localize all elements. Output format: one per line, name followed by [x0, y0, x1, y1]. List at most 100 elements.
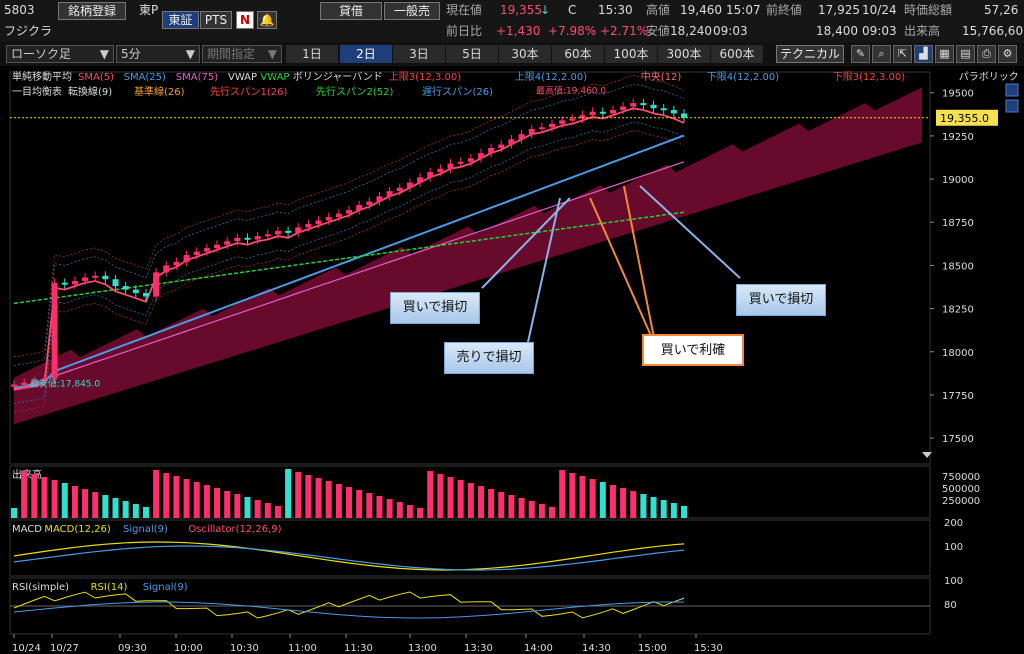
macd-tick-0: 200	[944, 518, 963, 529]
legend-row1-12: パラボリック	[959, 71, 1019, 83]
candle-body-45	[467, 158, 474, 162]
candle-body-24	[254, 236, 261, 240]
volume-bar-14	[153, 470, 160, 518]
candle-body-65	[670, 109, 677, 114]
volume-bar-58	[599, 482, 606, 518]
volume-bar-49	[508, 495, 515, 518]
volume-bar-13	[142, 507, 149, 518]
current-price-box	[936, 109, 998, 126]
legend-row1-7: 上限3(12,3.00)	[389, 71, 461, 83]
volume-bar-56	[579, 476, 586, 518]
tab-2[interactable]: 2日	[340, 45, 392, 63]
interval-select[interactable]: 5分 ▼	[116, 45, 200, 63]
candle-body-48	[498, 144, 505, 148]
rsi-signal-line	[13, 601, 685, 619]
register-button[interactable]: 銘柄登録	[58, 2, 126, 20]
high-label: 高値	[646, 3, 671, 17]
candle-body-54	[559, 120, 566, 124]
candle-body-60	[620, 106, 627, 110]
candle-body-32	[335, 213, 342, 218]
x-tick-label-10: 14:30	[582, 643, 611, 654]
macd-label-0: MACD	[12, 524, 42, 535]
volume-bar-12	[132, 504, 139, 518]
tab-9[interactable]: 600本	[711, 45, 763, 63]
volume-bar-6	[71, 486, 78, 518]
alert-bell-icon[interactable]: 🔔	[257, 11, 277, 29]
candle-body-61	[630, 103, 637, 107]
annotation-box-3: 買いで利確	[642, 334, 744, 366]
pencil-icon[interactable]: ✎	[851, 45, 870, 63]
annotation-pointer-blue-1	[527, 197, 561, 343]
candle-body-27	[285, 230, 292, 233]
candle-body-28	[295, 227, 302, 233]
volume-bar-37	[386, 499, 393, 518]
bollinger-upper-3	[13, 75, 685, 358]
volume-value: 15,766,60	[962, 24, 1024, 38]
price-panel-frame	[9, 71, 931, 465]
legend-row2-4: 先行スパン2(52)	[316, 85, 393, 98]
candle-body-3	[41, 378, 48, 382]
candle-body-51	[528, 128, 535, 135]
volume-bar-3	[41, 477, 48, 518]
export-icon[interactable]: ⇱	[893, 45, 912, 63]
volume-bar-66	[681, 506, 687, 518]
candle-body-64	[660, 108, 667, 111]
news-icon[interactable]: N	[236, 11, 254, 29]
tab-4[interactable]: 5日	[446, 45, 498, 63]
tab-5[interactable]: 30本	[499, 45, 551, 63]
change-label: 前日比	[446, 24, 483, 38]
candle-body-34	[356, 204, 363, 211]
period-select[interactable]: 期間指定 ▼	[202, 45, 282, 63]
technical-button[interactable]: テクニカル	[776, 45, 844, 63]
volume-bar-43	[447, 477, 454, 518]
volume-bar-60	[620, 488, 627, 518]
vwap-line	[13, 211, 685, 305]
general-sell-button[interactable]: 一般売	[384, 2, 440, 20]
candle-body-39	[406, 182, 413, 188]
pts-button[interactable]: PTS	[200, 11, 232, 29]
tab-6[interactable]: 60本	[552, 45, 604, 63]
candle-body-4	[51, 282, 58, 379]
y-tick-label-4: 18500	[942, 261, 974, 272]
table-icon[interactable]: ▦	[935, 45, 954, 63]
annotation-box-4: 買いで損切	[736, 284, 826, 316]
settings-icon[interactable]: ⚙	[998, 45, 1017, 63]
stock-name: フジクラ	[4, 24, 53, 38]
change-value: +1,430	[496, 24, 541, 38]
legend-row2-0: 一目均衡表	[12, 85, 62, 98]
high-value: 19,460	[680, 3, 722, 17]
x-tick-label-7: 13:00	[408, 643, 437, 654]
legend-row2-3: 先行スパン1(26)	[210, 85, 287, 98]
layout-icon[interactable]: ▤	[956, 45, 975, 63]
chart-type-select[interactable]: ローソク足 ▼	[6, 45, 114, 63]
bar-chart-icon[interactable]: ▟	[914, 45, 933, 63]
tab-3[interactable]: 3日	[393, 45, 445, 63]
tab-7[interactable]: 100本	[605, 45, 657, 63]
tab-1[interactable]: 1日	[286, 45, 338, 63]
volume-bar-21	[224, 491, 231, 518]
annotation-pointer-orange-0	[589, 197, 653, 339]
candle-body-19	[203, 248, 210, 252]
volume-bar-45	[467, 483, 474, 518]
header-bar: 5803 銘柄登録 東P 東証 PTS N 🔔 フジクラ 貸借 一般売 現在値 …	[0, 0, 1024, 42]
volume-bar-0	[11, 508, 17, 518]
y-tick-label-0: 17500	[942, 434, 974, 445]
volume-bar-26	[274, 506, 281, 518]
x-tick-label-4: 10:30	[230, 643, 259, 654]
sma25-line	[13, 134, 685, 389]
volume-bar-39	[406, 505, 413, 518]
print-icon[interactable]: ⎙	[977, 45, 996, 63]
loan-button[interactable]: 貸借	[320, 2, 382, 20]
candle-body-40	[417, 177, 424, 183]
volume-bar-8	[92, 492, 99, 518]
chart-type-value: ローソク足	[11, 47, 72, 61]
chevron-down-icon: ▼	[185, 47, 195, 61]
candle-body-35	[366, 201, 373, 205]
volume-bar-57	[589, 479, 596, 518]
exchange-label: 東P	[139, 3, 159, 17]
market-button[interactable]: 東証	[162, 11, 199, 29]
ichimoku-cloud	[14, 87, 922, 425]
tab-8[interactable]: 300本	[658, 45, 710, 63]
zoom-icon[interactable]: ⌕	[872, 45, 891, 63]
candle-body-11	[122, 286, 129, 290]
